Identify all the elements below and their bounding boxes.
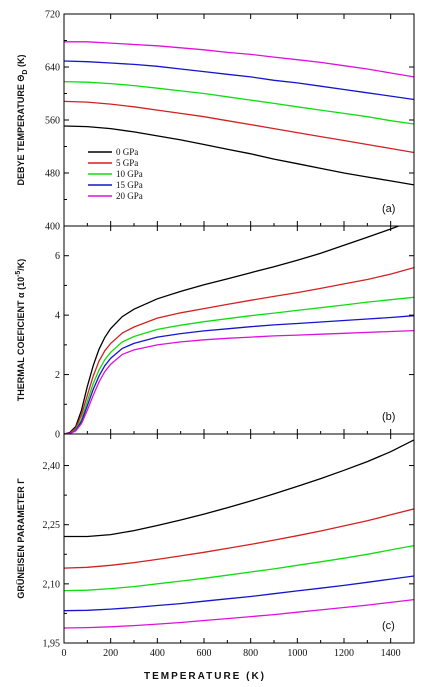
x-axis-label: TEMPERATURE (K)	[144, 671, 266, 682]
x-tick-label: 1400	[381, 648, 401, 659]
series-line-15-gpa	[64, 575, 414, 612]
y-tick-label: 400	[45, 222, 60, 233]
y-tick-label: 2,25	[43, 520, 61, 531]
legend-label-20-gpa: 20 GPa	[116, 191, 143, 201]
y-tick-label: 640	[45, 63, 60, 74]
y-tick-label: 2,10	[43, 579, 61, 590]
x-tick-label: 200	[103, 648, 118, 659]
series-line-10-gpa	[64, 296, 414, 434]
x-tick-label: 400	[150, 648, 165, 659]
x-tick-label: 1200	[334, 648, 354, 659]
series-line-5-gpa	[64, 100, 414, 154]
legend-label-15-gpa: 15 GPa	[116, 180, 143, 190]
series-line-15-gpa	[64, 315, 414, 434]
legend-label-10-gpa: 10 GPa	[116, 169, 143, 179]
panel-label: (a)	[382, 203, 395, 215]
series-line-20-gpa	[64, 329, 414, 434]
x-tick-label: 800	[243, 648, 258, 659]
y-tick-label: 480	[45, 169, 60, 180]
y-tick-label: 720	[45, 10, 60, 21]
series-line-5-gpa	[64, 508, 414, 569]
legend-label-5-gpa: 5 GPa	[116, 158, 138, 168]
y-axis-label: THERMAL COEFICIENT α (10-5/K)	[15, 259, 26, 402]
legend-label-0-gpa: 0 GPa	[116, 147, 138, 157]
series-line-10-gpa	[64, 80, 414, 125]
series-line-15-gpa	[64, 60, 414, 101]
y-tick-label: 2,40	[43, 461, 61, 472]
x-tick-label: 0	[62, 648, 67, 659]
series-line-5-gpa	[64, 266, 414, 434]
y-tick-label: 4	[55, 311, 60, 322]
y-tick-label: 6	[55, 251, 60, 262]
series-line-0-gpa	[64, 226, 401, 434]
y-tick-label: 2	[55, 370, 60, 381]
series-line-10-gpa	[64, 544, 414, 592]
series-line-20-gpa	[64, 41, 414, 78]
panel-debye-temperature: 400 480 560 640 720 (a) DEBYE TEMPERATURE ΘD…	[16, 10, 415, 233]
panel-thermal-coefficient: 0 2 4 6 (b) THERMAL COEFICIENT α (10-5/K)	[15, 225, 415, 441]
y-axis-label: GRÜNEISEN PARAMETER Γ	[16, 478, 26, 599]
y-axis-label: DEBYE TEMPERATURE ΘD (K)	[16, 55, 29, 186]
x-axis-ticks: 0 200 400 600 800 1000 1200 1400	[62, 648, 401, 659]
panel-label: (c)	[382, 620, 395, 632]
y-tick-label: 1,95	[43, 639, 61, 650]
series-line-20-gpa	[64, 598, 414, 629]
series-line-0-gpa	[64, 439, 414, 538]
series-line-0-gpa	[64, 125, 414, 186]
x-tick-label: 1000	[287, 648, 307, 659]
panel-label: (b)	[382, 411, 395, 423]
y-tick-label: 560	[45, 116, 60, 127]
y-tick-label: 0	[55, 430, 60, 441]
plot-frame	[63, 433, 415, 644]
panel-gruneisen-parameter: 1,95 2,10 2,25 2,40 (c) GRÜNEISEN PARAMETER…	[16, 433, 415, 650]
x-tick-label: 600	[197, 648, 212, 659]
